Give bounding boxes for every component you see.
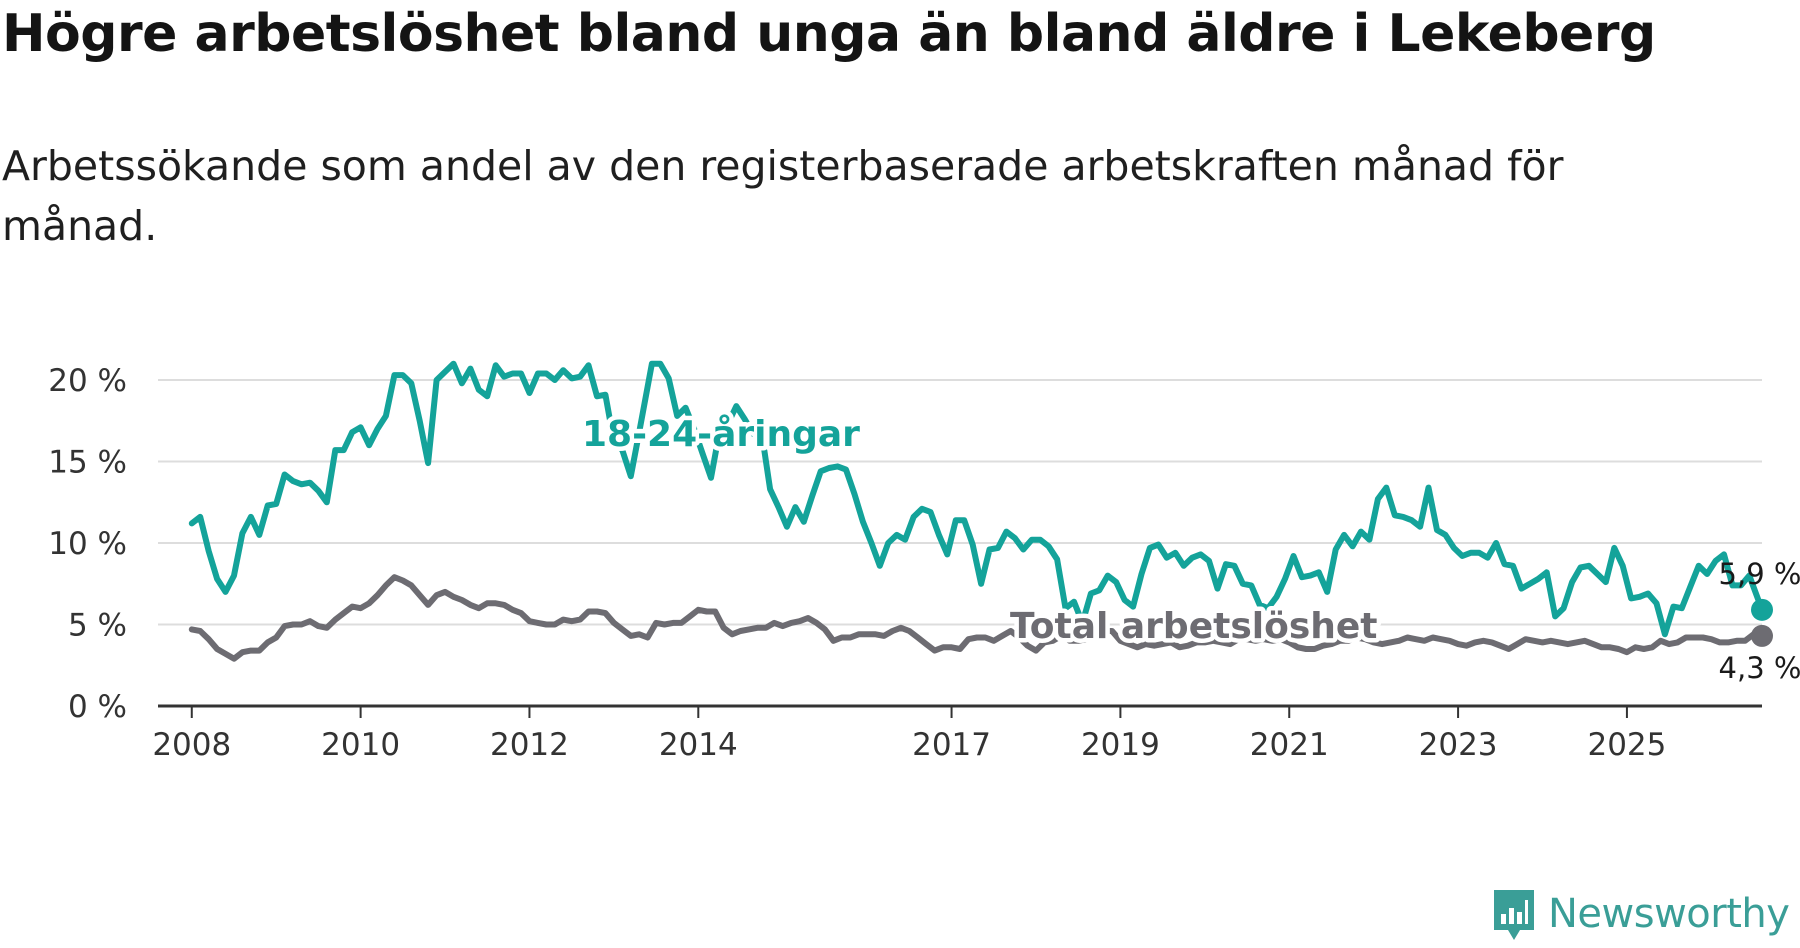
x-tick-label: 2017	[912, 727, 991, 763]
series-label-total: Total arbetslöshet	[1010, 606, 1378, 647]
x-tick-label: 2019	[1081, 727, 1160, 763]
x-tick-label: 2014	[659, 727, 738, 763]
brand-logo: Newsworthy	[1490, 886, 1790, 942]
y-tick-label: 10 %	[48, 526, 127, 562]
chart-subtitle: Arbetssökande som andel av den registerb…	[2, 142, 1564, 250]
series-line-youth	[188, 360, 1765, 638]
x-tick-label: 2010	[321, 727, 400, 763]
chart-title: Högre arbetslöshet bland unga än bland ä…	[2, 4, 1656, 64]
y-tick-label: 20 %	[48, 363, 127, 399]
end-point-youth	[1751, 598, 1773, 621]
y-tick-label: 0 %	[68, 689, 127, 725]
labels: 5,9 % 4,3 % 18-24-åringar Total arbetslöshe…	[578, 410, 1800, 685]
series-line-total	[188, 574, 1765, 662]
brand-name: Newsworthy	[1548, 891, 1790, 937]
series	[188, 360, 1773, 662]
x-tick-label: 2012	[490, 727, 569, 763]
end-point-total	[1751, 624, 1773, 647]
x-tick-label: 2021	[1250, 727, 1329, 763]
y-tick-label: 5 %	[68, 608, 127, 644]
y-tick-label: 15 %	[48, 445, 127, 481]
series-label-youth: 18-24-åringar	[582, 414, 860, 455]
x-tick-label: 2023	[1419, 727, 1498, 763]
end-label-youth: 5,9 %	[1719, 557, 1800, 591]
newsworthy-logo-icon	[1494, 890, 1534, 940]
x-tick-label: 2025	[1587, 727, 1666, 763]
end-label-total: 4,3 %	[1719, 651, 1800, 685]
axes: 0 % 5 % 10 % 15 % 20 % 2008 2010 2012 2014 2017 20…	[48, 363, 1762, 763]
x-tick-label: 2008	[152, 727, 231, 763]
